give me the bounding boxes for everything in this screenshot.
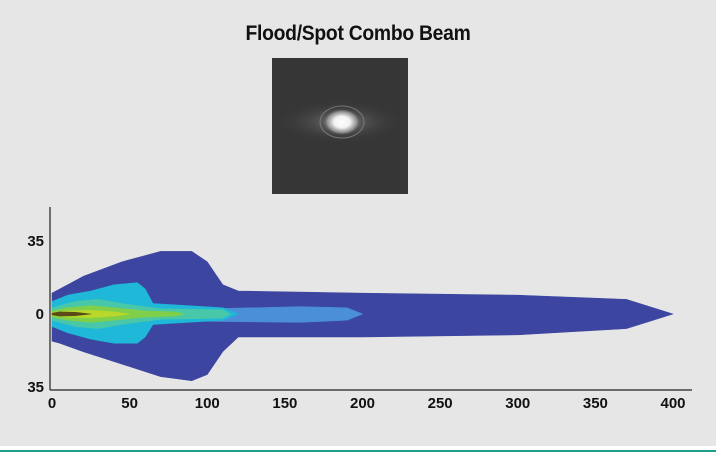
y-tick-label: 0 <box>36 306 44 323</box>
beam-preview-image <box>272 58 408 194</box>
beam-contour-0 <box>51 251 674 382</box>
x-tick-label: 250 <box>428 395 453 412</box>
x-tick-label: 150 <box>272 395 297 412</box>
x-tick-label: 0 <box>48 395 56 412</box>
y-tick-label: 35 <box>27 379 44 396</box>
x-tick-label: 400 <box>660 395 685 412</box>
beam-contour-6 <box>51 311 92 317</box>
bottom-divider <box>0 450 716 452</box>
x-tick-label: 50 <box>121 395 138 412</box>
x-tick-label: 100 <box>195 395 220 412</box>
y-tick-label: 35 <box>27 233 44 250</box>
x-tick-label: 200 <box>350 395 375 412</box>
x-tick-label: 350 <box>583 395 608 412</box>
x-tick-label: 300 <box>505 395 530 412</box>
chart-title: Flood/Spot Combo Beam <box>245 22 471 45</box>
